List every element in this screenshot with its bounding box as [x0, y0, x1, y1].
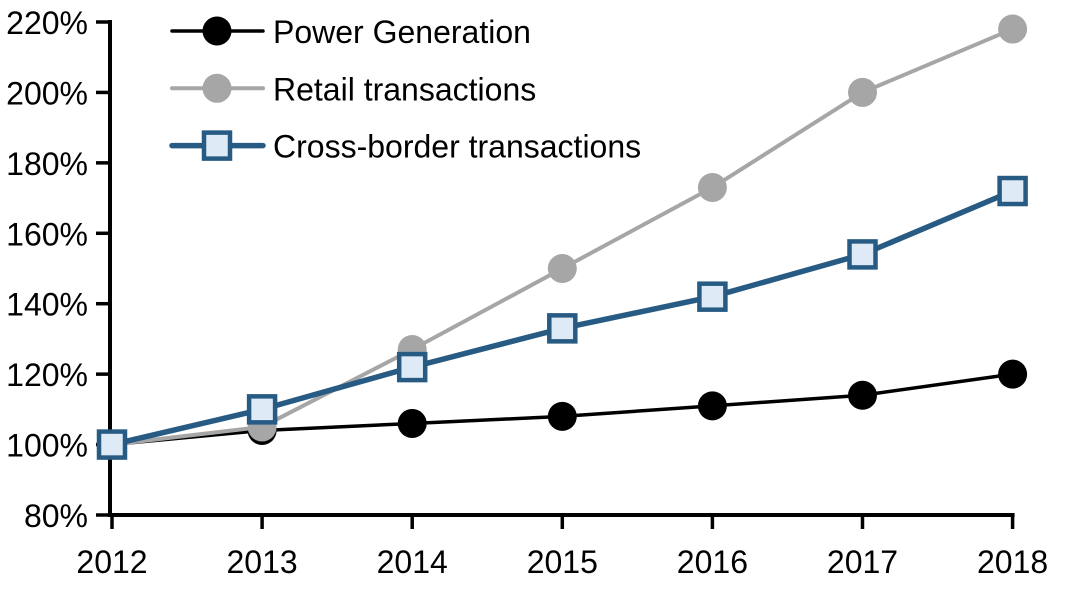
y-axis-tick-label: 100%	[6, 428, 88, 464]
data-point-marker-power-generation	[202, 16, 232, 46]
y-axis-tick-label: 120%	[6, 357, 88, 393]
legend-label-retail-transactions: Retail transactions	[273, 71, 536, 107]
data-point-marker-power-generation	[848, 380, 877, 410]
legend-item-power-generation: Power Generation	[170, 14, 531, 50]
data-point-marker-cross-border-transactions	[246, 394, 278, 425]
y-axis-tick-label: 180%	[6, 146, 88, 182]
x-axis-tick-label: 2017	[827, 544, 898, 580]
data-point-marker-cross-border-transactions	[697, 281, 728, 312]
y-axis-tick-label: 220%	[6, 5, 88, 41]
data-point-marker-power-generation	[547, 401, 577, 431]
y-axis-tick-label: 80%	[24, 498, 88, 534]
x-axis: 2012 2013 2014 2015 2016 2017 2018	[76, 515, 1048, 580]
x-axis-tick-label: 2013	[227, 544, 298, 580]
data-point-marker-power-generation	[397, 408, 427, 438]
data-point-marker-retail-transactions	[998, 14, 1028, 44]
data-point-marker-retail-transactions	[697, 173, 727, 203]
x-axis-tick-label: 2016	[677, 544, 748, 580]
x-axis-tick-label: 2018	[977, 544, 1048, 580]
legend-label-cross-border-transactions: Cross-border transactions	[273, 129, 641, 165]
y-axis-tick-label: 200%	[6, 75, 88, 111]
x-axis-tick-label: 2012	[76, 544, 147, 580]
data-point-marker-cross-border-transactions	[396, 351, 428, 383]
data-point-marker-cross-border-transactions	[997, 175, 1028, 207]
x-axis-tick-label: 2015	[527, 544, 598, 580]
y-axis: 80% 100% 120% 140% 160% 180% 200% 220%	[6, 5, 110, 534]
data-point-marker-cross-border-transactions	[96, 429, 128, 460]
data-point-marker-power-generation	[697, 391, 727, 421]
legend: Power Generation Retail transactions Cross…	[169, 14, 641, 165]
data-point-marker-cross-border-transactions	[201, 130, 233, 161]
series-power-generation	[97, 359, 1028, 460]
series-cross-border-transactions	[96, 175, 1028, 460]
data-point-marker-cross-border-transactions	[847, 239, 878, 270]
y-axis-tick-label: 140%	[6, 287, 88, 323]
x-axis-tick-label: 2014	[377, 544, 448, 580]
legend-item-retail-transactions: Retail transactions	[170, 71, 536, 107]
legend-item-cross-border-transactions: Cross-border transactions	[169, 129, 641, 165]
data-point-marker-power-generation	[998, 359, 1028, 389]
data-point-marker-retail-transactions	[848, 77, 877, 107]
y-axis-tick-label: 160%	[6, 216, 88, 252]
series-line-retail-transactions	[110, 27, 1015, 447]
data-point-marker-cross-border-transactions	[547, 313, 578, 344]
data-point-marker-retail-transactions	[202, 73, 232, 103]
legend-label-power-generation: Power Generation	[273, 14, 531, 50]
data-point-marker-retail-transactions	[547, 254, 577, 283]
